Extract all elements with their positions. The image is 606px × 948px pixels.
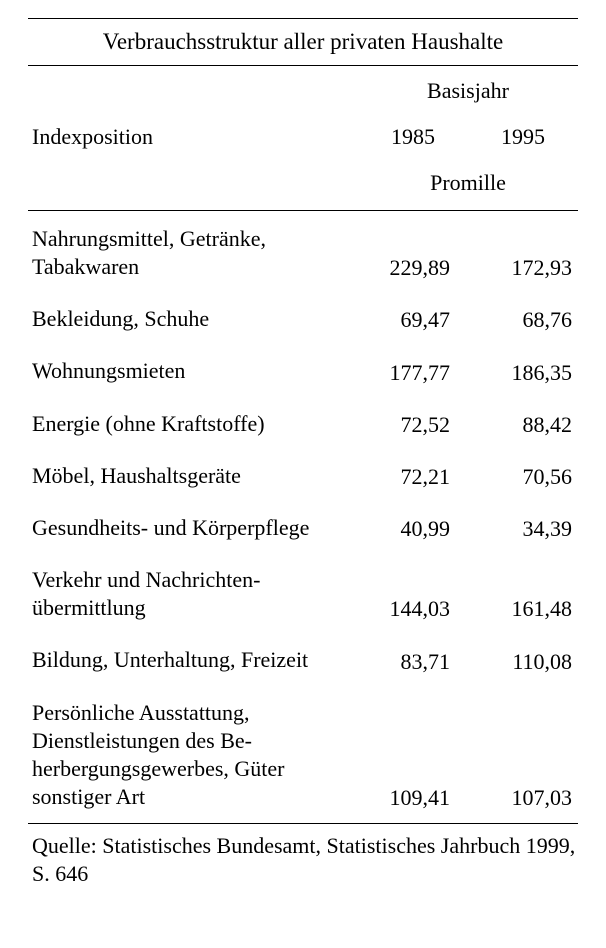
row-value-1985: 229,89 bbox=[358, 255, 468, 281]
rule-top bbox=[28, 18, 578, 19]
table-row: Bekleidung, Schuhe 69,47 68,76 bbox=[28, 293, 578, 345]
row-label: Nahrungsmittel, Getränke, Tabakwaren bbox=[28, 225, 358, 281]
table-source: Quelle: Statistisches Bundesamt, Statist… bbox=[28, 824, 578, 888]
row-value-1985: 83,71 bbox=[358, 649, 468, 675]
row-label: Wohnungsmieten bbox=[28, 357, 358, 385]
row-value-1995: 107,03 bbox=[468, 785, 578, 811]
table-row: Energie (ohne Kraftstoffe) 72,52 88,42 bbox=[28, 398, 578, 450]
table-row: Bildung, Unterhaltung, Freizeit 83,71 11… bbox=[28, 634, 578, 686]
consumption-table: Verbrauchsstruktur aller privaten Hausha… bbox=[0, 0, 606, 907]
year-1985-header: 1985 bbox=[358, 114, 468, 160]
row-value-1995: 68,76 bbox=[468, 307, 578, 333]
row-value-1985: 72,52 bbox=[358, 412, 468, 438]
row-value-1985: 69,47 bbox=[358, 307, 468, 333]
row-label: Verkehr und Nachrichten­übermittlung bbox=[28, 566, 358, 622]
table-row: Möbel, Haushaltsgeräte 72,21 70,56 bbox=[28, 450, 578, 502]
row-label: Energie (ohne Kraftstoffe) bbox=[28, 410, 358, 438]
table-row: Persönliche Ausstattung, Dienstleistunge… bbox=[28, 687, 578, 824]
row-value-1985: 144,03 bbox=[358, 596, 468, 622]
table-header: Basisjahr Indexposition 1985 1995 Promil… bbox=[28, 66, 578, 210]
year-1995-header: 1995 bbox=[468, 114, 578, 160]
row-value-1995: 186,35 bbox=[468, 360, 578, 386]
row-value-1995: 110,08 bbox=[468, 649, 578, 675]
table-row: Nahrungsmittel, Getränke, Tabakwaren 229… bbox=[28, 211, 578, 293]
row-value-1995: 161,48 bbox=[468, 596, 578, 622]
table-row: Gesundheits- und Körper­pflege 40,99 34,… bbox=[28, 502, 578, 554]
row-value-1995: 70,56 bbox=[468, 464, 578, 490]
unit-label: Promille bbox=[358, 160, 578, 210]
row-value-1985: 72,21 bbox=[358, 464, 468, 490]
row-value-1995: 34,39 bbox=[468, 516, 578, 542]
row-value-1985: 109,41 bbox=[358, 785, 468, 811]
index-position-label: Indexposition bbox=[28, 114, 358, 160]
row-value-1995: 172,93 bbox=[468, 255, 578, 281]
row-label: Bildung, Unterhaltung, Freizeit bbox=[28, 646, 358, 674]
row-value-1985: 177,77 bbox=[358, 360, 468, 386]
table-row: Verkehr und Nachrichten­übermittlung 144… bbox=[28, 554, 578, 634]
row-label: Persönliche Ausstattung, Dienstleistunge… bbox=[28, 699, 358, 812]
row-label: Gesundheits- und Körper­pflege bbox=[28, 514, 358, 542]
basis-year-label: Basisjahr bbox=[358, 66, 578, 114]
table-title: Verbrauchsstruktur aller privaten Hausha… bbox=[28, 27, 578, 65]
row-value-1995: 88,42 bbox=[468, 412, 578, 438]
table-body: Nahrungsmittel, Getränke, Tabakwaren 229… bbox=[28, 211, 578, 823]
row-label: Bekleidung, Schuhe bbox=[28, 305, 358, 333]
table-row: Wohnungsmieten 177,77 186,35 bbox=[28, 345, 578, 397]
row-label: Möbel, Haushaltsgeräte bbox=[28, 462, 358, 490]
row-value-1985: 40,99 bbox=[358, 516, 468, 542]
